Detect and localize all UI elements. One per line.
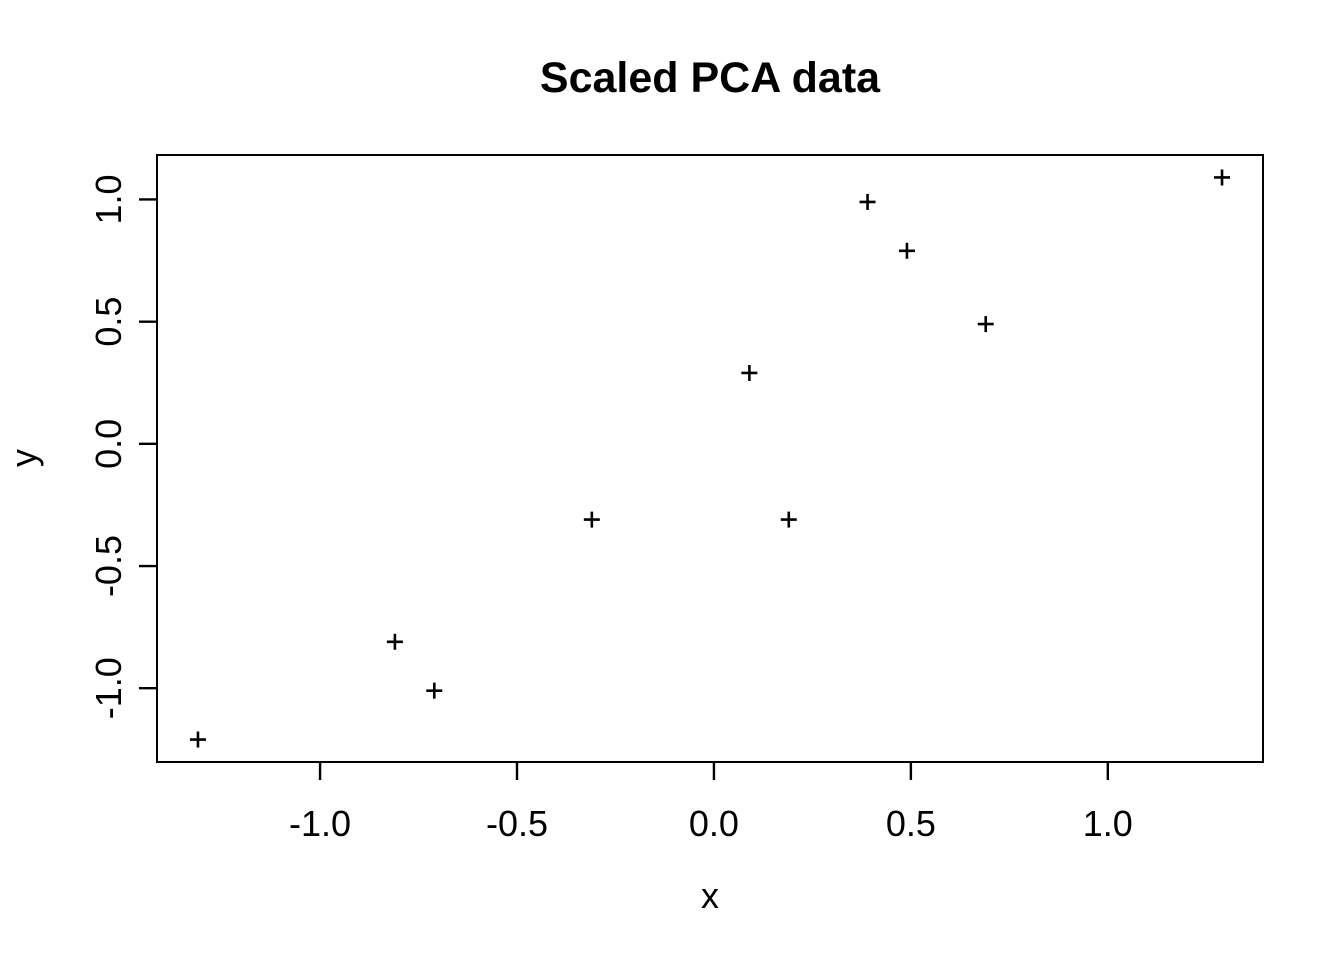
- y-tick-label: 1.0: [88, 174, 129, 224]
- x-tick-label: 0.0: [689, 803, 739, 844]
- data-point-marker: [583, 511, 600, 528]
- y-tick-label: 0.0: [88, 419, 129, 469]
- data-point-marker: [859, 193, 876, 210]
- y-axis: -1.0 -0.5 0.0 0.5 1.0: [88, 174, 157, 719]
- data-point-marker: [386, 633, 403, 650]
- plot-box: [156, 154, 1264, 763]
- data-point-marker: [977, 316, 994, 333]
- plot-title: Scaled PCA data: [540, 54, 881, 102]
- y-axis-label: y: [3, 449, 44, 467]
- x-axis-label: x: [701, 875, 719, 916]
- y-tick-label: -1.0: [88, 657, 129, 719]
- x-tick-label: -0.5: [486, 803, 548, 844]
- x-axis: -1.0 -0.5 0.0 0.5 1.0: [289, 762, 1133, 844]
- data-points: [189, 169, 1231, 748]
- data-point-marker: [189, 731, 206, 748]
- x-tick-label: 1.0: [1083, 803, 1133, 844]
- x-tick-label: -1.0: [289, 803, 351, 844]
- x-tick-label: 0.5: [886, 803, 936, 844]
- data-point-marker: [1214, 169, 1231, 186]
- y-tick-label: 0.5: [88, 297, 129, 347]
- data-point-marker: [780, 511, 797, 528]
- data-point-marker: [426, 682, 443, 699]
- data-point-marker: [741, 364, 758, 381]
- data-point-marker: [898, 242, 915, 259]
- y-tick-label: -0.5: [88, 535, 129, 597]
